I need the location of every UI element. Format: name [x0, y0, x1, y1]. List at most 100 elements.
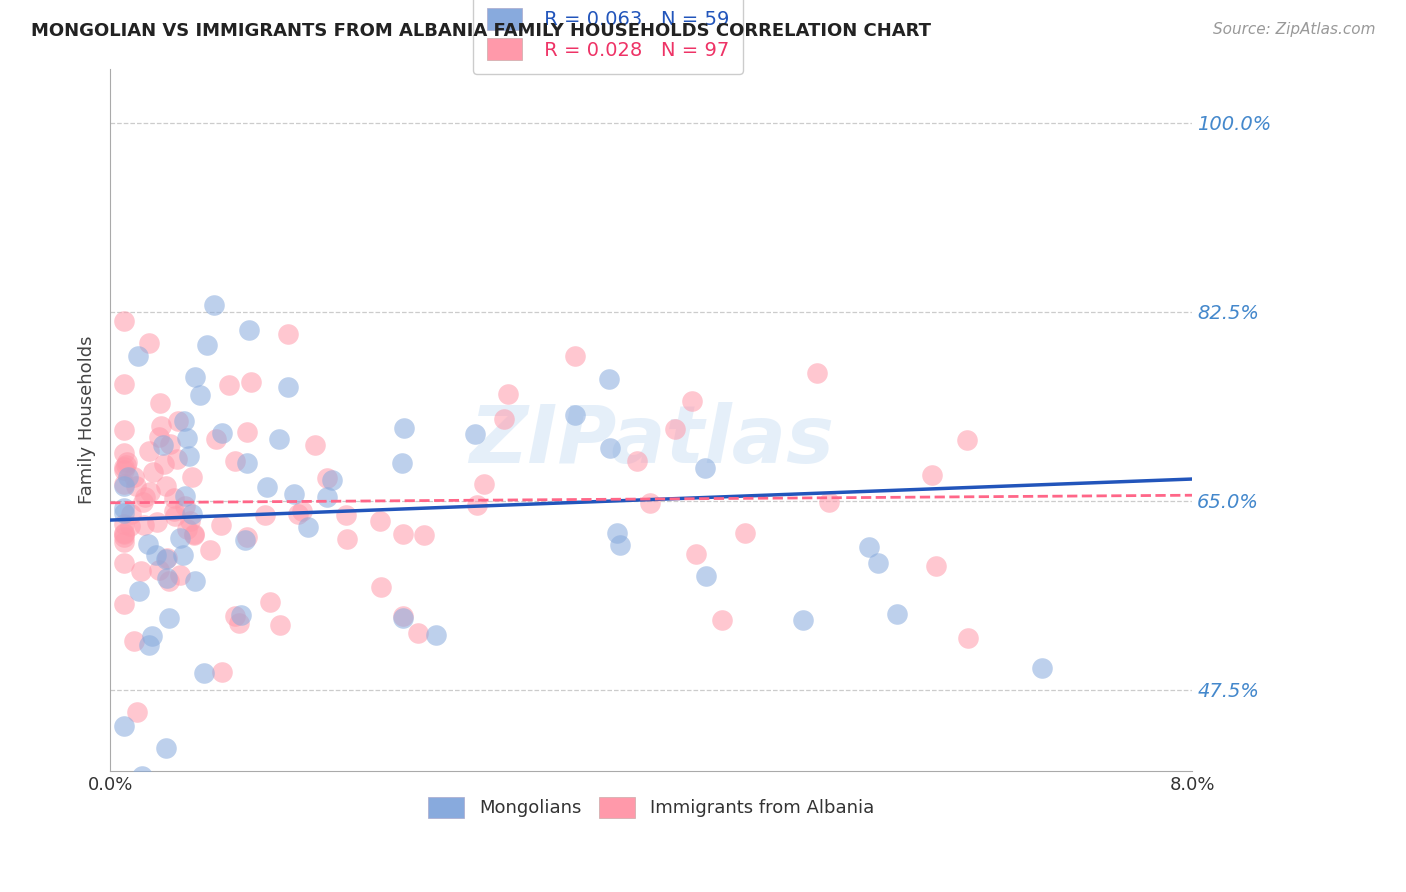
Point [283, 486, 305, 500]
Point [112, 507, 135, 521]
Point [209, 518, 232, 533]
Point [136, 536, 159, 550]
Point [316, 471, 339, 485]
Legend: Mongolians, Immigrants from Albania: Mongolians, Immigrants from Albania [422, 789, 882, 825]
Point [392, 421, 415, 435]
Point [127, 705, 149, 719]
Point [609, 538, 631, 552]
Y-axis label: Family Households: Family Households [79, 335, 96, 504]
Point [858, 540, 880, 554]
Point [956, 433, 979, 447]
Point [127, 349, 149, 363]
Point [695, 460, 717, 475]
Point [174, 489, 197, 503]
Point [157, 611, 180, 625]
Point [695, 568, 717, 582]
Point [134, 490, 156, 504]
Point [112, 376, 135, 391]
Point [112, 477, 135, 491]
Point [202, 298, 225, 312]
Point [148, 430, 170, 444]
Point [152, 457, 174, 471]
Point [112, 516, 135, 531]
Point [121, 507, 143, 521]
Point [1031, 661, 1053, 675]
Point [685, 547, 707, 561]
Point [124, 633, 146, 648]
Point [112, 719, 135, 733]
Point [157, 574, 180, 588]
Point [138, 336, 160, 351]
Text: MONGOLIAN VS IMMIGRANTS FROM ALBANIA FAMILY HOUSEHOLDS CORRELATION CHART: MONGOLIAN VS IMMIGRANTS FROM ALBANIA FAM… [31, 22, 931, 40]
Point [128, 584, 150, 599]
Point [806, 366, 828, 380]
Point [866, 556, 889, 570]
Point [297, 520, 319, 534]
Point [149, 419, 172, 434]
Point [155, 479, 177, 493]
Point [118, 519, 141, 533]
Point [183, 527, 205, 541]
Point [112, 525, 135, 540]
Point [181, 508, 204, 522]
Point [392, 608, 415, 623]
Point [606, 525, 628, 540]
Point [112, 423, 135, 437]
Point [711, 613, 734, 627]
Point [287, 507, 309, 521]
Point [496, 387, 519, 401]
Point [638, 496, 661, 510]
Point [155, 741, 177, 756]
Point [921, 467, 943, 482]
Point [132, 517, 155, 532]
Point [195, 338, 218, 352]
Point [886, 607, 908, 622]
Point [269, 618, 291, 632]
Point [238, 323, 260, 337]
Point [129, 565, 152, 579]
Point [335, 508, 357, 523]
Point [218, 378, 240, 392]
Point [183, 574, 205, 588]
Point [146, 515, 169, 529]
Point [155, 551, 177, 566]
Point [112, 556, 135, 570]
Point [176, 522, 198, 536]
Point [239, 375, 262, 389]
Point [183, 527, 205, 541]
Point [179, 449, 201, 463]
Point [159, 437, 181, 451]
Point [132, 495, 155, 509]
Point [163, 491, 186, 505]
Point [172, 548, 194, 562]
Point [155, 552, 177, 566]
Point [184, 369, 207, 384]
Point [734, 525, 756, 540]
Point [141, 629, 163, 643]
Point [425, 628, 447, 642]
Point [112, 527, 135, 541]
Point [259, 595, 281, 609]
Point [138, 638, 160, 652]
Point [406, 626, 429, 640]
Point [370, 580, 392, 594]
Point [173, 414, 195, 428]
Point [204, 432, 226, 446]
Point [291, 503, 314, 517]
Point [224, 454, 246, 468]
Point [269, 432, 291, 446]
Point [256, 480, 278, 494]
Point [211, 665, 233, 679]
Point [598, 371, 620, 385]
Point [626, 454, 648, 468]
Point [792, 613, 814, 627]
Point [925, 559, 948, 574]
Point [122, 470, 145, 484]
Point [200, 542, 222, 557]
Point [112, 460, 135, 475]
Point [112, 530, 135, 544]
Point [163, 504, 186, 518]
Point [138, 484, 160, 499]
Point [169, 568, 191, 582]
Point [277, 380, 299, 394]
